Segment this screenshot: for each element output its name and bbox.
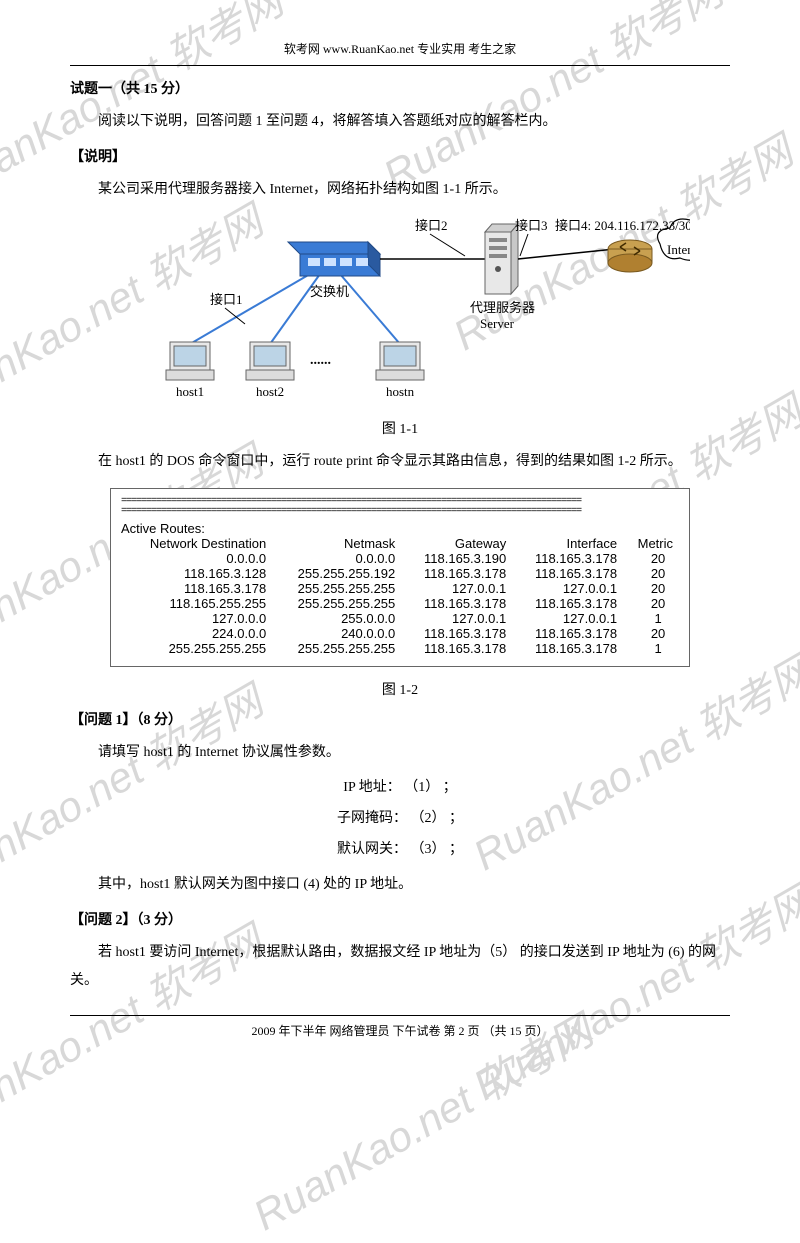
port3-label: 接口3	[515, 218, 548, 233]
route-row: 118.165.3.178255.255.255.255127.0.0.1127…	[121, 581, 679, 596]
route-row: 255.255.255.255255.255.255.255118.165.3.…	[121, 641, 679, 656]
route-header: Netmask	[272, 536, 401, 551]
route-intro: 在 host1 的 DOS 命令窗口中，运行 route print 命令显示其…	[70, 448, 730, 476]
explain-label: 【说明】	[70, 146, 730, 166]
route-row: 118.165.3.128255.255.255.192118.165.3.17…	[121, 566, 679, 581]
route-header: Gateway	[401, 536, 512, 551]
server-label: 代理服务器	[470, 300, 535, 315]
route-header: Network Destination	[121, 536, 272, 551]
route-row: 127.0.0.0255.0.0.0127.0.0.1127.0.0.11	[121, 611, 679, 626]
host1-label: host1	[176, 384, 204, 399]
q2-text: 若 host1 要访问 Internet，根据默认路由，数据报文经 IP 地址为…	[70, 939, 730, 995]
q1-gw: 默认网关： （3） ；	[70, 835, 730, 866]
figure-1-1: 接口2 接口3 接口4: 204.116.172.33/30 Internet …	[70, 214, 730, 438]
q2-title: 【问题 2】（3 分）	[70, 909, 730, 929]
page-footer: 2009 年下半年 网络管理员 下午试卷 第 2 页 （共 15 页）	[70, 1015, 730, 1039]
port4-label: 接口4: 204.116.172.33/30	[555, 218, 690, 233]
explain-text: 某公司采用代理服务器接入 Internet，网络拓扑结构如图 1-1 所示。	[70, 176, 730, 204]
route-title: Active Routes:	[121, 521, 679, 536]
host2-label: host2	[256, 384, 284, 399]
question-intro: 阅读以下说明，回答问题 1 至问题 4，将解答填入答题纸对应的解答栏内。	[70, 108, 730, 136]
route-header: Interface	[512, 536, 623, 551]
host2-icon	[246, 342, 294, 380]
server-en-label: Server	[480, 316, 515, 331]
route-table: Network DestinationNetmaskGatewayInterfa…	[121, 536, 679, 656]
figure2-caption: 图 1-2	[70, 679, 730, 699]
q1-mask: 子网掩码： （2） ；	[70, 804, 730, 835]
q1-note: 其中，host1 默认网关为图中接口 (4) 处的 IP 地址。	[70, 871, 730, 899]
hostn-icon	[376, 342, 424, 380]
route-row: 0.0.0.00.0.0.0118.165.3.190118.165.3.178…	[121, 551, 679, 566]
switch-label: 交换机	[310, 284, 349, 299]
q1-ip: IP 地址： （1） ；	[70, 773, 730, 804]
route-header: Metric	[623, 536, 679, 551]
port2-label: 接口2	[415, 218, 448, 233]
page-header: 软考网 www.RuanKao.net 专业实用 考生之家	[70, 40, 730, 57]
route-row: 224.0.0.0240.0.0.0118.165.3.178118.165.3…	[121, 626, 679, 641]
q1-line1: 请填写 host1 的 Internet 协议属性参数。	[70, 739, 730, 767]
route-row: 118.165.255.255255.255.255.255118.165.3.…	[121, 596, 679, 611]
q1-title: 【问题 1】（8 分）	[70, 709, 730, 729]
port1-label: 接口1	[210, 292, 243, 307]
internet-label: Internet	[667, 242, 690, 257]
dots-label: ......	[310, 353, 331, 368]
route-print-box: ========================================…	[110, 488, 690, 667]
hostn-label: hostn	[386, 384, 415, 399]
top-rule	[70, 65, 730, 66]
figure1-caption: 图 1-1	[70, 418, 730, 438]
question-title: 试题一（共 15 分）	[70, 78, 730, 98]
host1-icon	[166, 342, 214, 380]
